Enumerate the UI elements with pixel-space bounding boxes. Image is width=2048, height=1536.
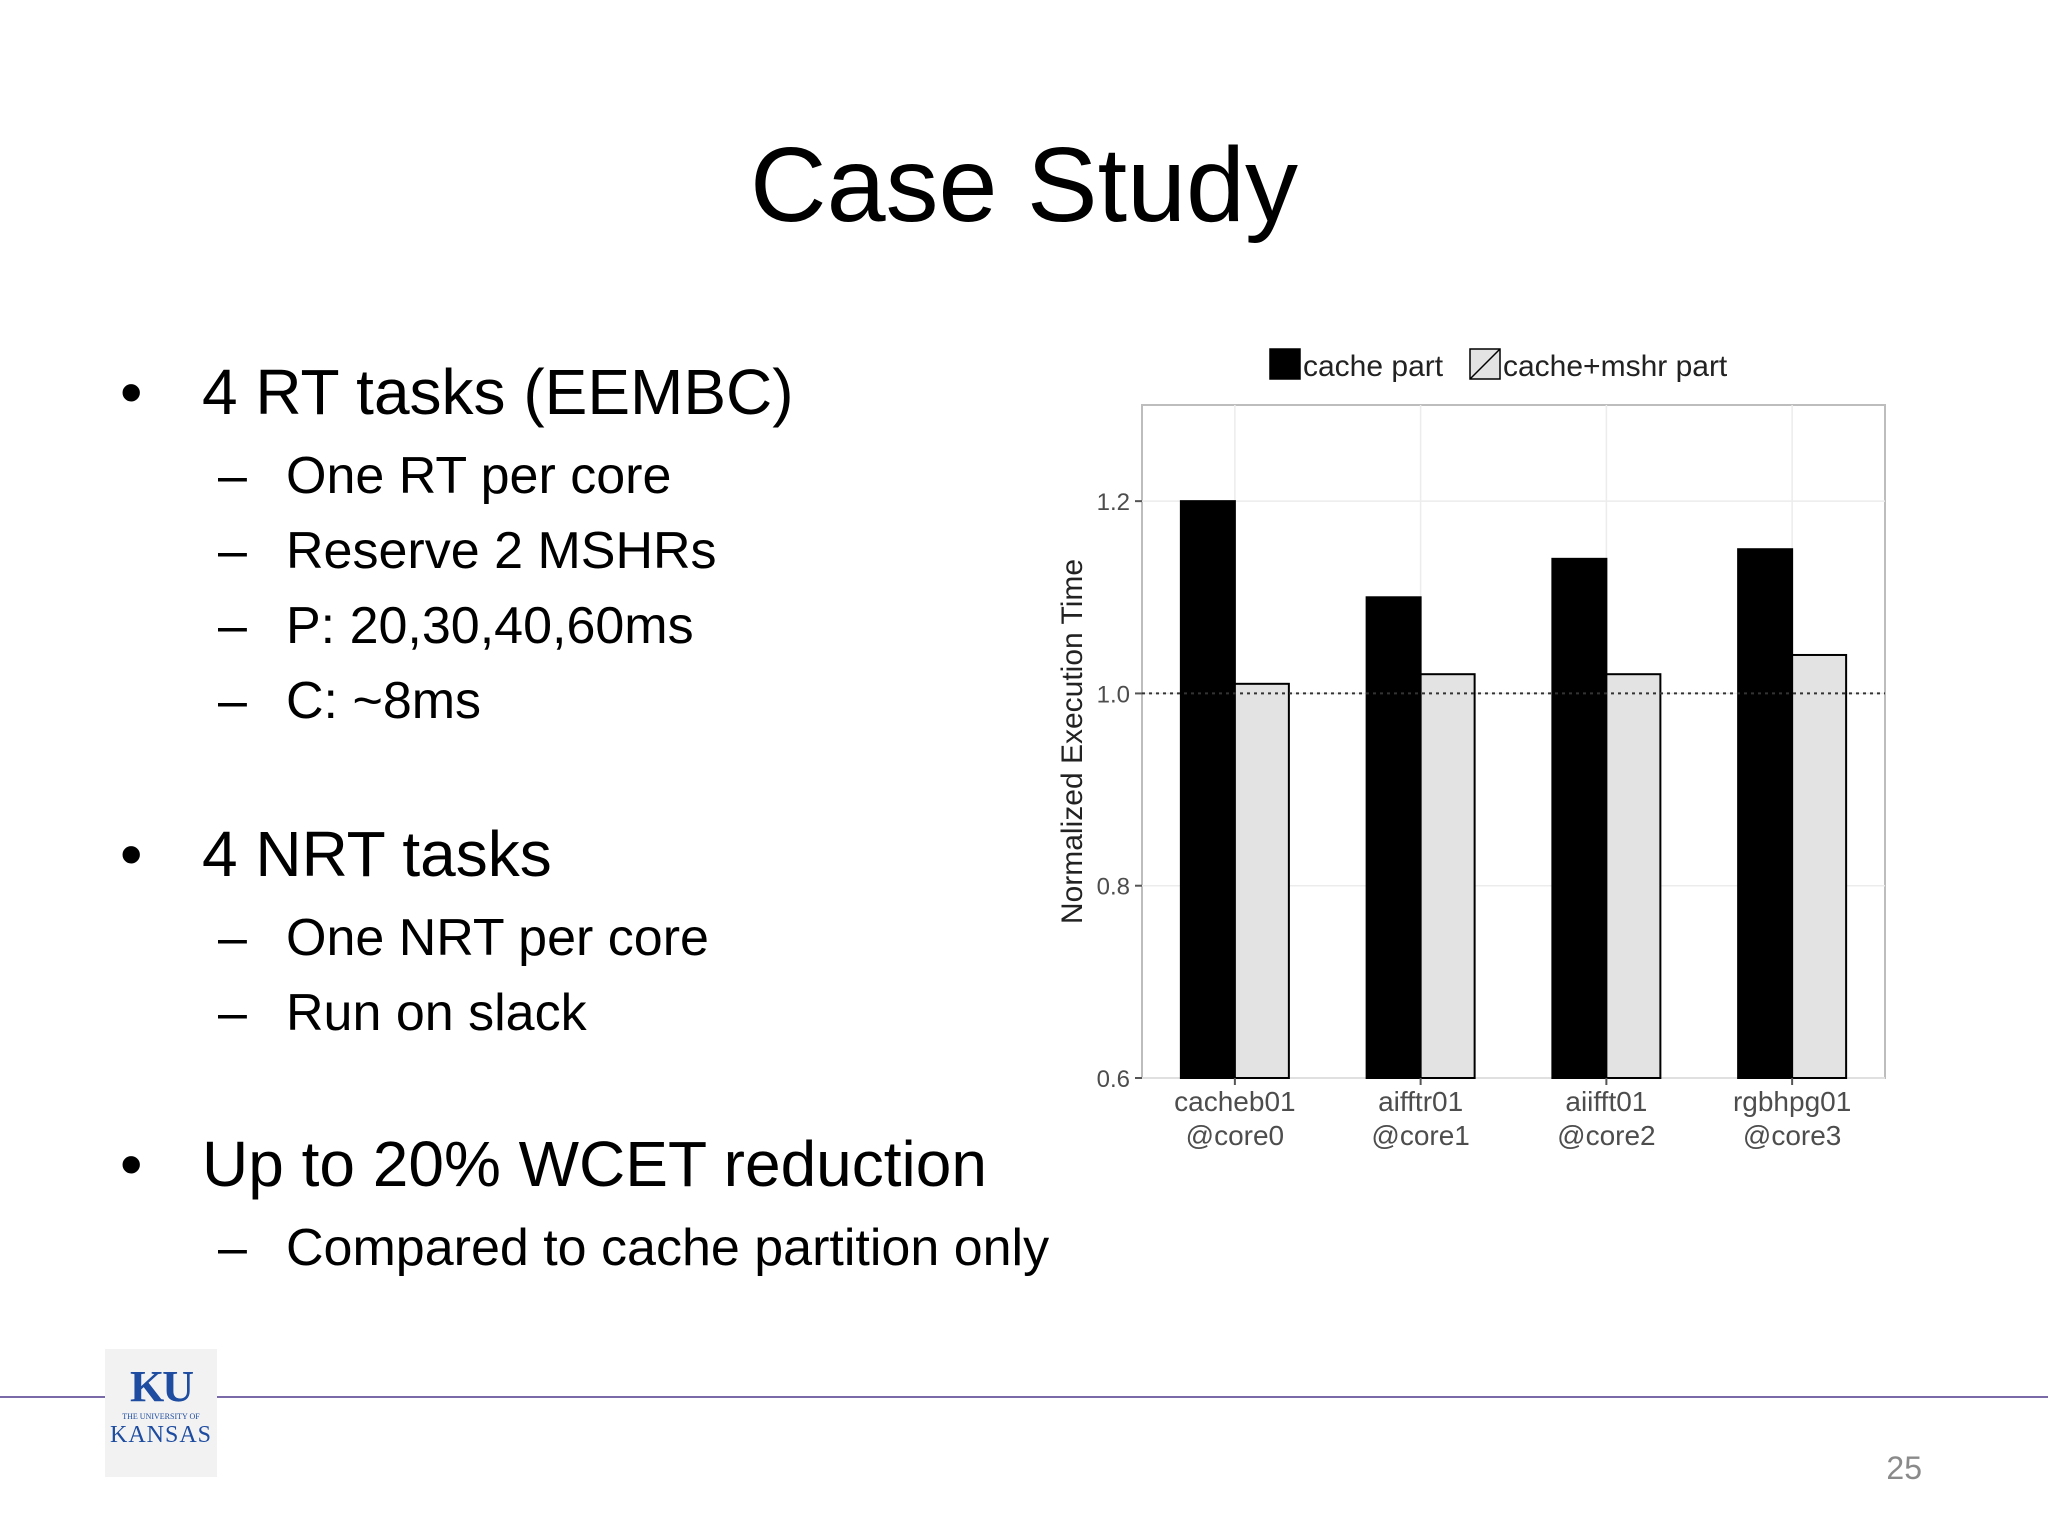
y-tick-label: 1.2 — [1097, 489, 1130, 516]
legend-swatch-slash — [1469, 348, 1501, 380]
x-tick-label: rgbhpg01 — [1733, 1086, 1851, 1117]
page-number: 25 — [1886, 1450, 1922, 1486]
y-tick-label: 0.8 — [1097, 874, 1130, 901]
footer-divider — [0, 1396, 2048, 1398]
x-tick-label: @core0 — [1186, 1120, 1284, 1151]
x-tick-label: aifftr01 — [1378, 1086, 1463, 1117]
bar-chart: 0.6 0.8 1.0 1.2 cacheb01@core0 aifftr01@core1… — [1056, 348, 1886, 1151]
x-tick-label: cacheb01 — [1174, 1086, 1295, 1117]
bar-cache-part-0 — [1179, 500, 1236, 1079]
x-tick-label: @core2 — [1557, 1120, 1655, 1151]
bullet-dot: • — [120, 818, 143, 890]
y-axis-label: Normalized Execution Time — [1056, 559, 1089, 924]
bullet-dot: • — [120, 1128, 143, 1200]
bar-cache-mshr-part-2 — [1605, 673, 1662, 1079]
logo-kansas: KANSAS — [109, 1422, 213, 1448]
bullet-text: 4 NRT tasks — [202, 818, 552, 890]
y-tick-label: 1.0 — [1097, 681, 1130, 708]
y-tick-label: 0.6 — [1097, 1066, 1130, 1093]
x-tick-label: @core1 — [1371, 1120, 1469, 1151]
bar-cache-mshr-part-1 — [1419, 673, 1476, 1079]
bar-cache-part-3 — [1737, 548, 1794, 1079]
slide-title: Case Study — [750, 126, 1298, 244]
logo-small-text: THE UNIVERSITY OF — [122, 1412, 200, 1421]
bullet-dot: • — [120, 356, 143, 428]
university-logo: KU THE UNIVERSITY OF KANSAS — [105, 1349, 217, 1477]
bar-cache-mshr-part-0 — [1233, 682, 1290, 1079]
legend-label-cache-part: cache part — [1303, 350, 1444, 383]
x-tick-label: aiifft01 — [1565, 1086, 1647, 1117]
bar-cache-part-1 — [1365, 596, 1422, 1079]
bullet-text: Up to 20% WCET reduction — [202, 1128, 987, 1200]
bar-cache-mshr-part-3 — [1791, 653, 1848, 1079]
logo-ku: KU — [130, 1362, 194, 1411]
legend-label-cache-mshr-part: cache+mshr part — [1503, 350, 1728, 383]
bullet-text: 4 RT tasks (EEMBC) — [202, 356, 794, 428]
x-tick-label: @core3 — [1743, 1120, 1841, 1151]
legend-swatch-cache-part — [1269, 348, 1301, 380]
bar-cache-part-2 — [1551, 557, 1608, 1080]
